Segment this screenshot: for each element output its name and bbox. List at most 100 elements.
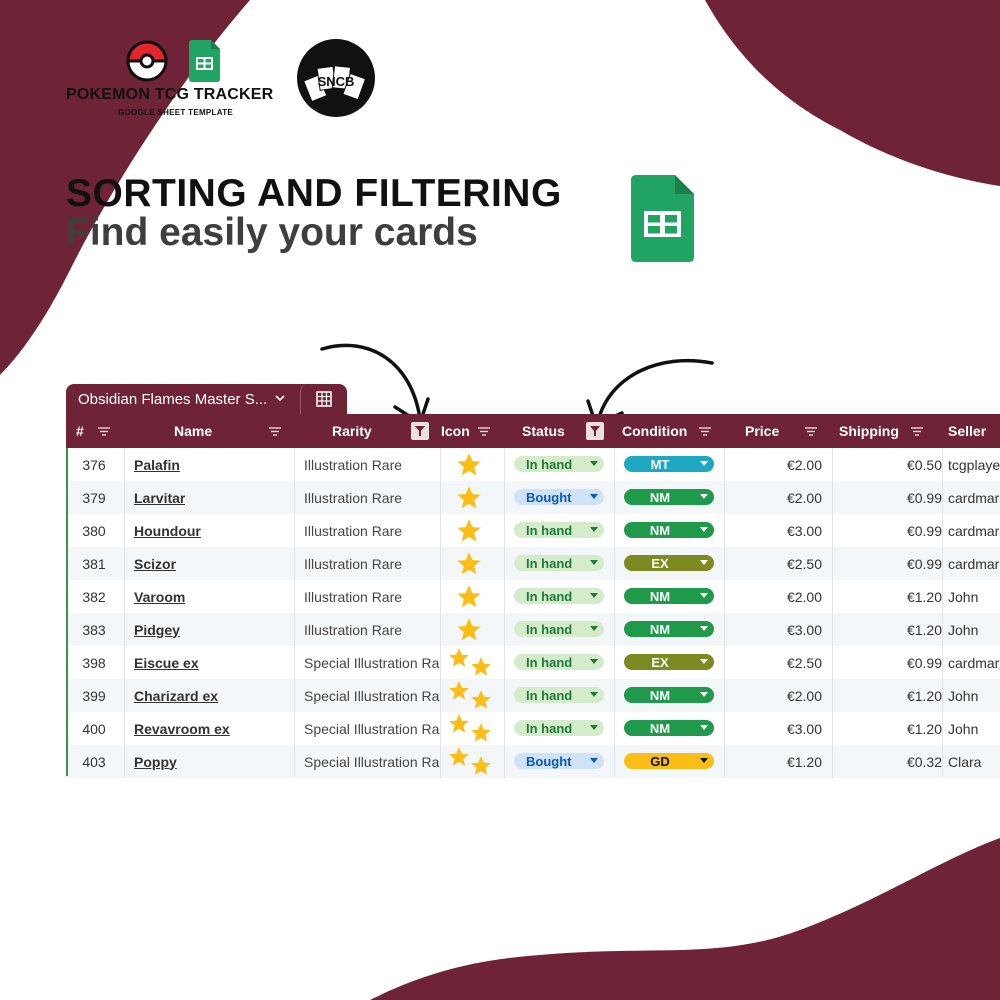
shipping-cell: €0.99 — [906, 522, 942, 539]
status-dropdown[interactable]: In hand — [514, 720, 604, 736]
status-dropdown[interactable]: In hand — [514, 456, 604, 472]
card-name-link[interactable]: Pidgey — [134, 621, 180, 638]
table-row[interactable]: 403 Poppy Special Illustration Ra Bought GD €… — [68, 745, 1000, 778]
condition-dropdown[interactable]: MT — [624, 456, 714, 472]
price-cell: €2.00 — [786, 588, 822, 605]
header-rarity[interactable]: Rarity — [332, 423, 372, 439]
table-row[interactable]: 399 Charizard ex Special Illustration Ra In… — [68, 679, 1000, 712]
status-dropdown[interactable]: Bought — [514, 753, 604, 769]
header-price[interactable]: Price — [745, 423, 780, 439]
chevron-down-icon — [700, 758, 708, 763]
table-row[interactable]: 380 Houndour Illustration Rare In hand NM €3.… — [68, 514, 1000, 547]
condition-dropdown[interactable]: EX — [624, 555, 714, 571]
table-row[interactable]: 379 Larvitar Illustration Rare Bought NM €2.0… — [68, 481, 1000, 514]
funnel-filter-icon[interactable] — [411, 422, 429, 440]
row-number: 383 — [82, 621, 106, 638]
star-icon — [471, 657, 491, 676]
card-name-link[interactable]: Poppy — [134, 753, 177, 770]
condition-dropdown[interactable]: NM — [624, 621, 714, 637]
card-name-link[interactable]: Eiscue ex — [134, 654, 199, 671]
price-cell: €2.00 — [786, 489, 822, 506]
table-row[interactable]: 381 Scizor Illustration Rare In hand EX €2.50… — [68, 547, 1000, 580]
rarity-cell: Illustration Rare — [304, 522, 403, 539]
filter-icon[interactable] — [804, 424, 818, 438]
condition-label: NM — [649, 687, 671, 703]
header-seller[interactable]: Seller — [948, 423, 987, 439]
table-row[interactable]: 400 Revavroom ex Special Illustration Ra In… — [68, 712, 1000, 745]
price-cell: €3.00 — [786, 621, 822, 638]
google-sheets-icon — [189, 40, 220, 82]
chevron-down-icon — [590, 461, 598, 466]
status-label: Bought — [526, 753, 572, 769]
pokeball-icon — [126, 40, 168, 82]
card-name-link[interactable]: Revavroom ex — [134, 720, 230, 737]
chevron-down-icon — [700, 527, 708, 532]
filter-icon[interactable] — [268, 424, 282, 438]
header-shipping[interactable]: Shipping — [839, 423, 899, 439]
header-condition[interactable]: Condition — [622, 423, 688, 439]
chevron-down-icon — [700, 461, 708, 466]
seller-cell: John — [948, 621, 979, 638]
condition-dropdown[interactable]: GD — [624, 753, 714, 769]
filter-icon[interactable] — [97, 424, 111, 438]
rarity-cell: Illustration Rare — [304, 555, 403, 572]
condition-dropdown[interactable]: NM — [624, 588, 714, 604]
seller-cell: cardmar — [948, 489, 1000, 506]
row-number: 398 — [82, 654, 106, 671]
chevron-down-icon — [700, 560, 708, 565]
shipping-cell: €0.99 — [906, 489, 942, 506]
table-row[interactable]: 383 Pidgey Illustration Rare In hand NM €3.00… — [68, 613, 1000, 646]
status-dropdown[interactable]: In hand — [514, 621, 604, 637]
status-label: In hand — [526, 588, 573, 604]
condition-dropdown[interactable]: NM — [624, 489, 714, 505]
status-dropdown[interactable]: In hand — [514, 654, 604, 670]
shipping-cell: €1.20 — [906, 687, 942, 704]
table-row[interactable]: 398 Eiscue ex Special Illustration Ra In ha… — [68, 646, 1000, 679]
header-name[interactable]: Name — [174, 423, 213, 439]
header-num[interactable]: # — [76, 423, 84, 439]
seller-cell: John — [948, 588, 979, 605]
chevron-down-icon — [700, 626, 708, 631]
chevron-down-icon — [590, 527, 598, 532]
condition-dropdown[interactable]: EX — [624, 654, 714, 670]
sheet-tab-label: Obsidian Flames Master S... — [78, 390, 268, 408]
seller-cell: Clara — [948, 753, 982, 770]
table-row[interactable]: 376 Palafin Illustration Rare In hand MT €2.0… — [68, 448, 1000, 481]
rarity-cell: Illustration Rare — [304, 489, 403, 506]
condition-label: NM — [649, 588, 671, 604]
card-name-link[interactable]: Charizard ex — [134, 687, 219, 704]
card-name-link[interactable]: Houndour — [134, 522, 201, 539]
star-icon — [449, 714, 469, 733]
filter-icon[interactable] — [698, 424, 712, 438]
status-dropdown[interactable]: In hand — [514, 588, 604, 604]
status-label: In hand — [526, 687, 573, 703]
status-dropdown[interactable]: Bought — [514, 489, 604, 505]
row-number: 381 — [82, 555, 106, 572]
spreadsheet: Obsidian Flames Master S... # Name Rarit… — [66, 384, 1000, 778]
header-icon[interactable]: Icon — [441, 423, 470, 439]
price-cell: €3.00 — [786, 720, 822, 737]
condition-dropdown[interactable]: NM — [624, 522, 714, 538]
status-dropdown[interactable]: In hand — [514, 687, 604, 703]
condition-label: EX — [651, 654, 669, 670]
table-view-button[interactable] — [300, 384, 347, 414]
filter-icon[interactable] — [477, 424, 491, 438]
table-icon — [316, 391, 332, 407]
card-name-link[interactable]: Larvitar — [134, 489, 186, 506]
rarity-cell: Special Illustration Ra — [304, 687, 440, 704]
card-name-link[interactable]: Scizor — [134, 555, 177, 572]
card-name-link[interactable]: Palafin — [134, 456, 180, 473]
card-name-link[interactable]: Varoom — [134, 588, 186, 605]
condition-dropdown[interactable]: NM — [624, 720, 714, 736]
funnel-filter-icon[interactable] — [586, 422, 604, 440]
filter-icon[interactable] — [910, 424, 924, 438]
status-dropdown[interactable]: In hand — [514, 522, 604, 538]
sheet-tab[interactable]: Obsidian Flames Master S... — [66, 384, 346, 414]
status-dropdown[interactable]: In hand — [514, 555, 604, 571]
header-status[interactable]: Status — [522, 423, 565, 439]
condition-dropdown[interactable]: NM — [624, 687, 714, 703]
seller-cell: tcgplayer — [948, 456, 1000, 473]
table-row[interactable]: 382 Varoom Illustration Rare In hand NM €2.00… — [68, 580, 1000, 613]
chevron-down-icon[interactable] — [274, 392, 286, 407]
